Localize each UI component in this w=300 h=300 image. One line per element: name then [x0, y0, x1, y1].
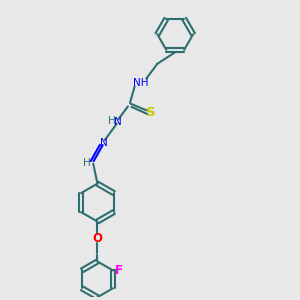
Text: N: N — [100, 138, 108, 148]
Text: S: S — [146, 106, 156, 118]
Text: O: O — [92, 232, 102, 245]
Text: H: H — [108, 116, 116, 126]
Text: F: F — [115, 264, 123, 277]
Text: NH: NH — [133, 78, 148, 88]
Text: H: H — [82, 158, 90, 168]
Text: N: N — [113, 117, 121, 127]
